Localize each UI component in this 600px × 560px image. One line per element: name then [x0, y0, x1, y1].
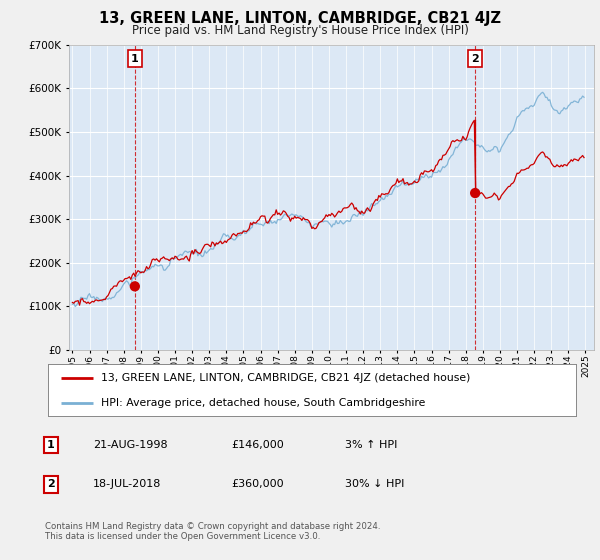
Text: 2: 2	[471, 54, 479, 63]
Text: HPI: Average price, detached house, South Cambridgeshire: HPI: Average price, detached house, Sout…	[101, 398, 425, 408]
Text: 2: 2	[47, 479, 55, 489]
Text: 18-JUL-2018: 18-JUL-2018	[93, 479, 161, 489]
Text: 13, GREEN LANE, LINTON, CAMBRIDGE, CB21 4JZ: 13, GREEN LANE, LINTON, CAMBRIDGE, CB21 …	[99, 11, 501, 26]
Text: Price paid vs. HM Land Registry's House Price Index (HPI): Price paid vs. HM Land Registry's House …	[131, 24, 469, 36]
Text: £360,000: £360,000	[231, 479, 284, 489]
Text: 13, GREEN LANE, LINTON, CAMBRIDGE, CB21 4JZ (detached house): 13, GREEN LANE, LINTON, CAMBRIDGE, CB21 …	[101, 374, 470, 384]
Point	[130, 282, 140, 291]
Text: £146,000: £146,000	[231, 440, 284, 450]
Text: 21-AUG-1998: 21-AUG-1998	[93, 440, 167, 450]
Text: 1: 1	[47, 440, 55, 450]
Text: 30% ↓ HPI: 30% ↓ HPI	[345, 479, 404, 489]
Text: 3% ↑ HPI: 3% ↑ HPI	[345, 440, 397, 450]
Text: Contains HM Land Registry data © Crown copyright and database right 2024.
This d: Contains HM Land Registry data © Crown c…	[45, 522, 380, 542]
Point	[470, 189, 480, 198]
Text: 1: 1	[131, 54, 139, 63]
